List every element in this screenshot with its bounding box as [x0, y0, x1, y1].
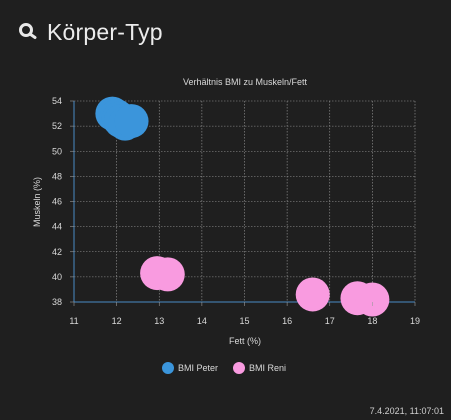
y-tick-label: 42	[52, 247, 62, 257]
chart-marks	[95, 96, 390, 317]
y-tick-label: 50	[52, 146, 62, 156]
x-tick-label: 17	[325, 316, 335, 326]
x-tick-label: 14	[197, 316, 207, 326]
chart-title: Verhältnis BMI zu Muskeln/Fett	[183, 77, 308, 87]
y-tick-label: 46	[52, 197, 62, 207]
legend-label: BMI Reni	[249, 363, 286, 373]
y-tick-label: 54	[52, 96, 62, 106]
x-axis-label: Fett (%)	[229, 336, 261, 346]
x-tick-label: 18	[367, 316, 377, 326]
y-axis-label: Muskeln (%)	[32, 177, 42, 227]
y-tick-label: 48	[52, 171, 62, 181]
y-tick-label: 40	[52, 272, 62, 282]
chart-ticks: 11 12 13 14 15 16 17 18 19 38 40 42 44 46 48 50 52 54	[52, 96, 420, 326]
chart-legend[interactable]: BMI Peter BMI Reni	[162, 362, 286, 374]
magnifier-icon	[19, 23, 37, 39]
bubble-peter	[114, 104, 149, 139]
legend-item-reni[interactable]: BMI Reni	[233, 362, 286, 374]
bubble-reni	[150, 257, 185, 292]
x-tick-label: 15	[239, 316, 249, 326]
legend-label: BMI Peter	[178, 363, 218, 373]
x-tick-label: 13	[154, 316, 164, 326]
y-tick-label: 44	[52, 222, 62, 232]
legend-swatch	[233, 362, 245, 374]
legend-swatch	[162, 362, 174, 374]
y-tick-label: 52	[52, 121, 62, 131]
x-tick-label: 11	[69, 316, 78, 326]
x-tick-label: 12	[112, 316, 122, 326]
bubble-reni	[355, 282, 390, 317]
y-tick-label: 38	[52, 297, 62, 307]
card-header: Körper-Typ	[18, 16, 163, 48]
legend-item-peter[interactable]: BMI Peter	[162, 362, 218, 374]
last-updated-timestamp: 7.4.2021, 11:07:01	[369, 406, 444, 416]
card-title: Körper-Typ	[47, 18, 163, 45]
bubble-reni	[295, 277, 330, 312]
x-tick-label: 16	[282, 316, 292, 326]
x-tick-label: 19	[410, 316, 420, 326]
